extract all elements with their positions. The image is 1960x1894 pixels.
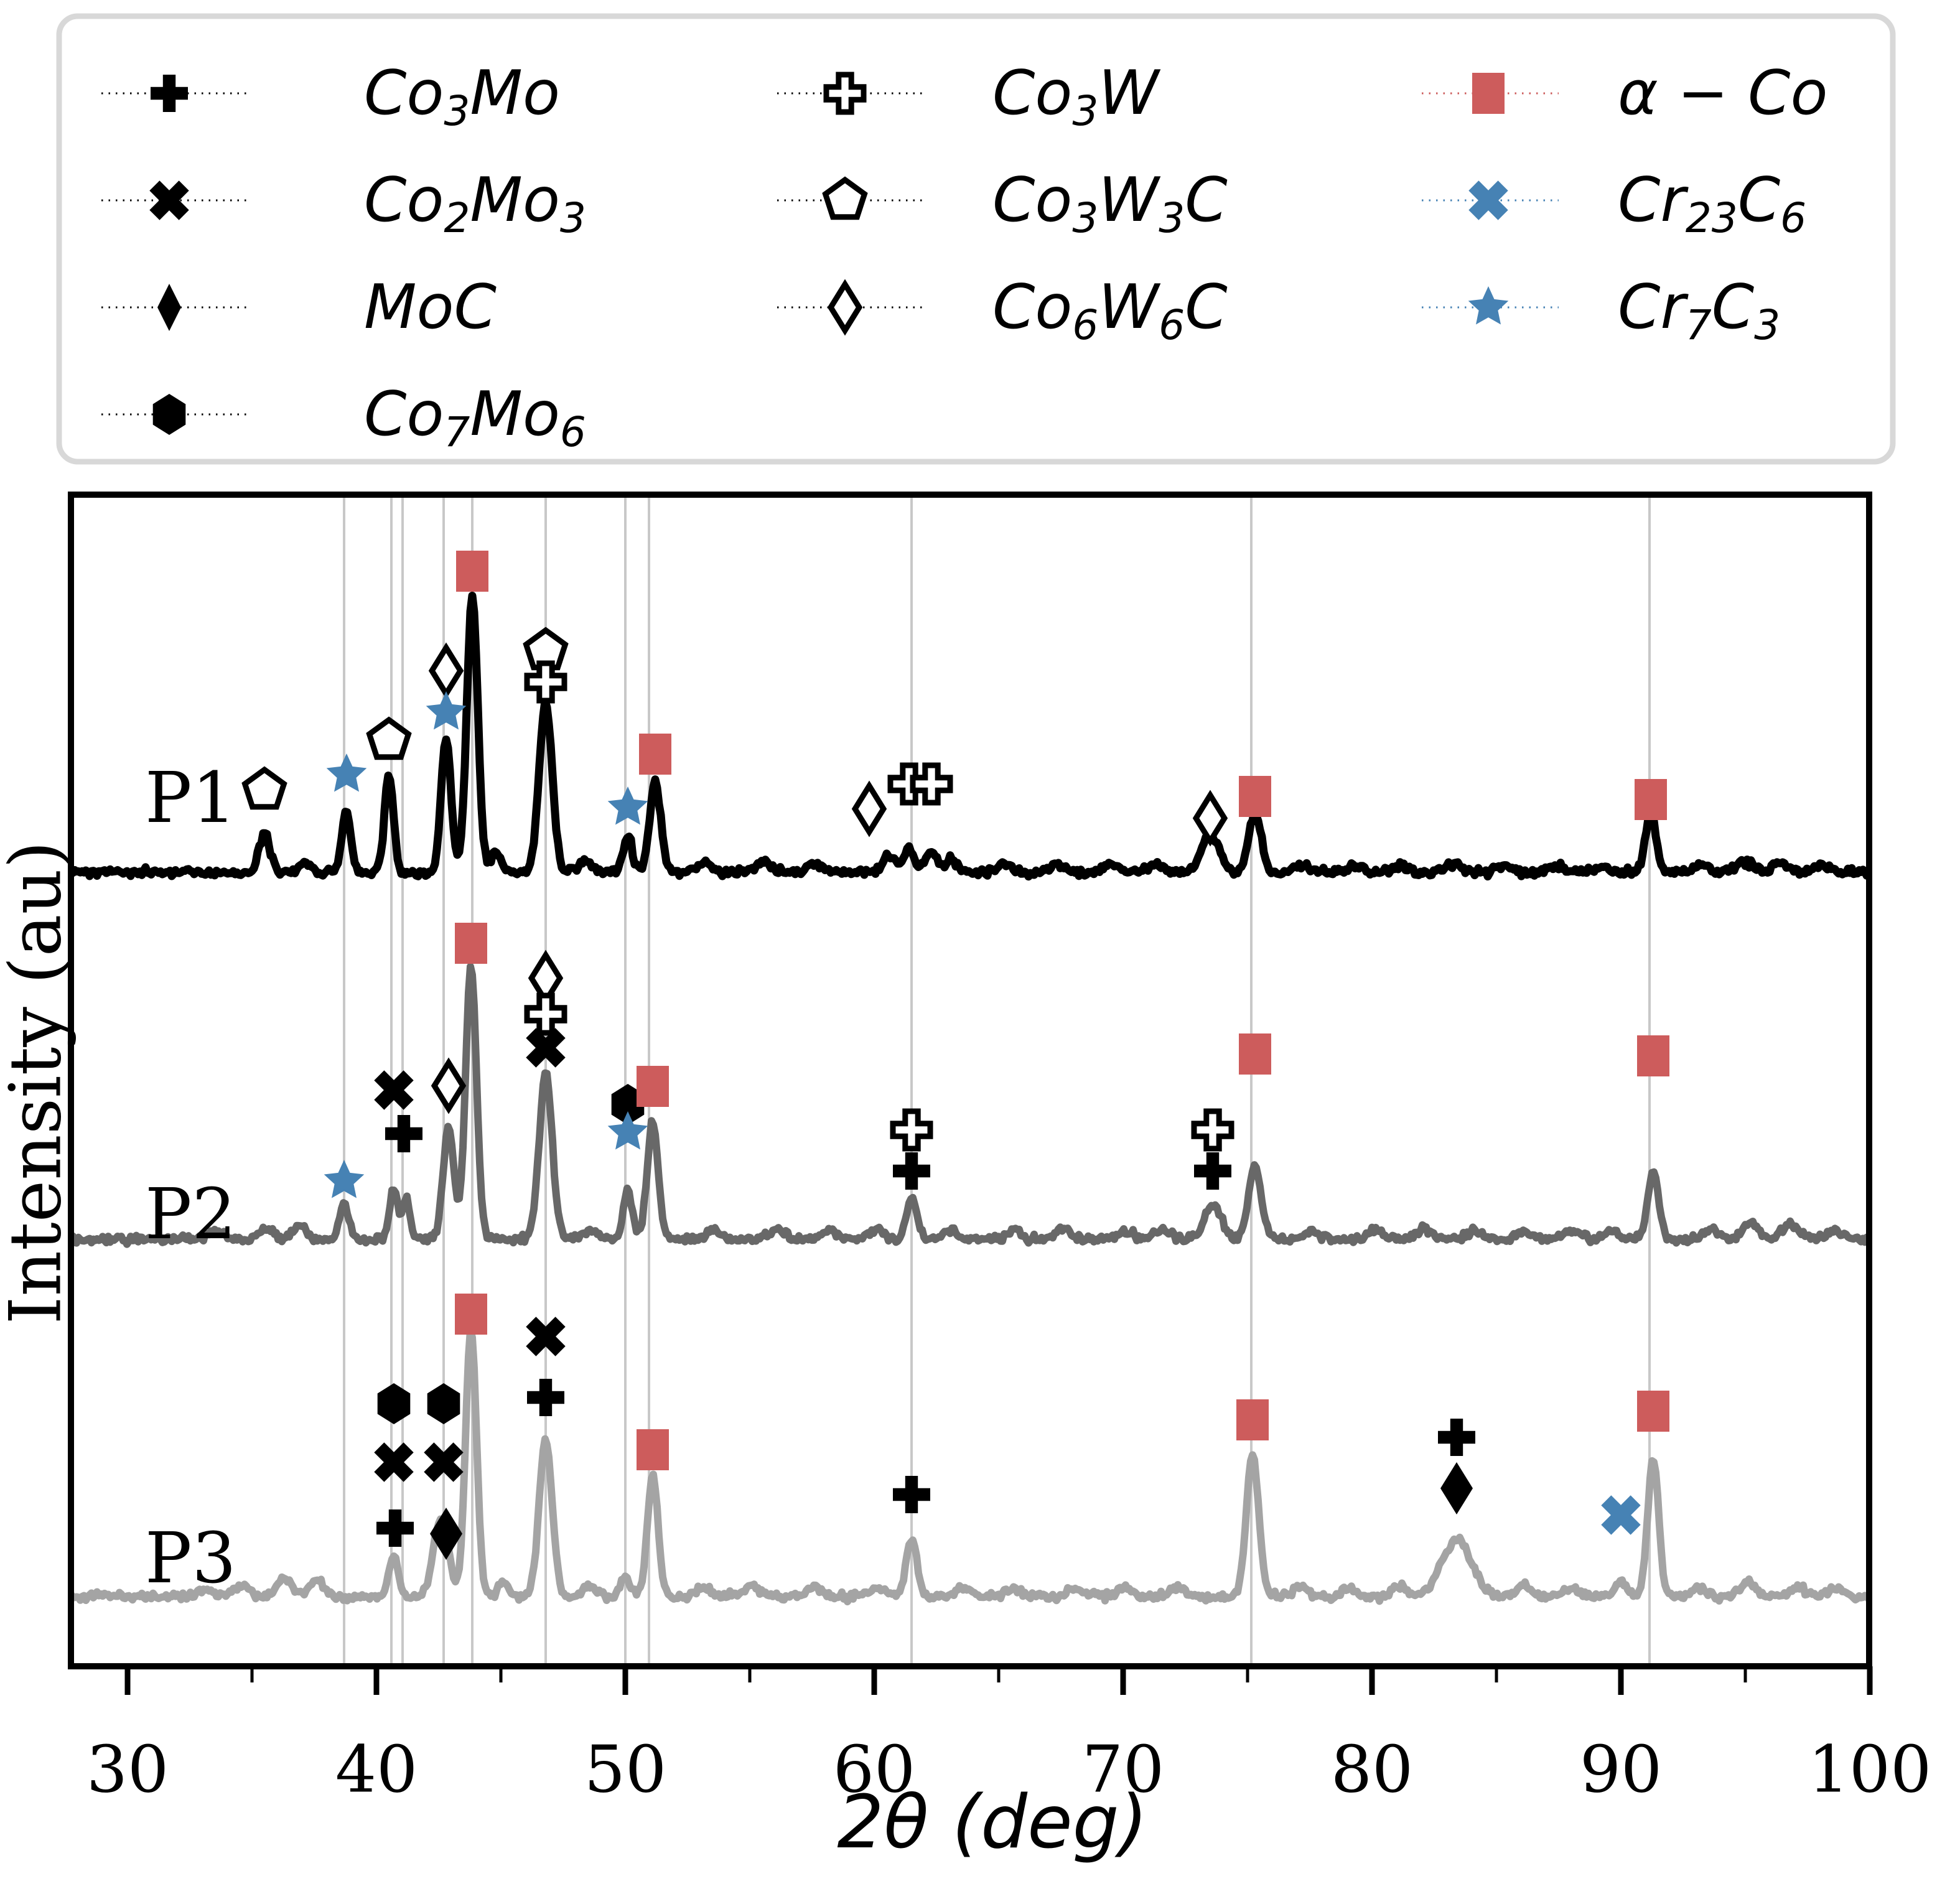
legend: Co3Mo Co2Mo3 MoC Co7Mo6 Co3W Co3W3C Co6W6C α − … (56, 13, 1896, 465)
p1-marker-diamond-open (428, 642, 464, 699)
p3-marker-x-black (374, 1442, 414, 1482)
x-tick-label-80: 80 (1331, 1732, 1413, 1808)
p2-marker-square-red (1239, 1033, 1271, 1075)
p1-marker-pentagon-open (366, 716, 412, 760)
p3-marker-diamond-black (1440, 1462, 1473, 1514)
p2-marker-plus-open (890, 1108, 933, 1152)
p2-marker-square-red (1637, 1035, 1669, 1076)
series-label-P3: P3 (145, 1518, 236, 1599)
legend-marker-pentagon-open (822, 176, 868, 220)
series-label-P1: P1 (145, 758, 236, 839)
p1-marker-square-red (639, 734, 671, 775)
legend-marker-x-blue (1468, 180, 1508, 220)
legend-label-col1-row1: Co3Mo (364, 58, 560, 135)
p2-marker-x-black (526, 1028, 566, 1068)
legend-label-col2-row3: Co6W6C (992, 272, 1228, 349)
trace-P1 (71, 591, 1869, 881)
p3-marker-square-red (455, 1294, 487, 1335)
p2-marker-plus-open (1191, 1108, 1234, 1152)
x-axis-label: 2θ (deg) (837, 1779, 1147, 1865)
p3-marker-square-red (1236, 1399, 1269, 1440)
trace-P2 (71, 963, 1869, 1248)
legend-label-col2-row1: Co3W (992, 58, 1160, 135)
legend-marker-star-blue (1468, 286, 1509, 325)
legend-label-col1-row2: Co2Mo3 (364, 165, 586, 242)
p2-marker-x-black (374, 1070, 414, 1110)
p1-marker-diamond-open (851, 780, 887, 837)
legend-label-col3-row3: Cr7C3 (1618, 272, 1780, 349)
x-tick-label-30: 30 (86, 1732, 169, 1808)
p2-marker-plus-black (1194, 1152, 1231, 1190)
p2-marker-square-red (637, 1066, 669, 1107)
x-tick-label-70: 70 (1082, 1732, 1164, 1808)
p3-marker-plus-black (893, 1476, 930, 1513)
series-label-P2: P2 (145, 1174, 236, 1255)
p1-marker-diamond-open (1192, 790, 1228, 847)
axes-frame: 30 40 50 60 70 80 90 100 (68, 492, 1932, 1808)
legend-label-col1-row4: Co7Mo6 (364, 379, 586, 456)
legend-label-col2-row2: Co3W3C (992, 165, 1228, 242)
y-axis-label: Intensity (au) (0, 841, 77, 1325)
p3-marker-square-red (1637, 1391, 1669, 1432)
p2-marker-plus-open (524, 992, 567, 1036)
p2-marker-plus-black (893, 1152, 930, 1190)
trace-P3 (71, 1326, 1869, 1606)
p1-marker-star-blue (326, 753, 367, 792)
legend-marker-plus-open (823, 72, 867, 115)
p2-marker-star-blue (607, 1111, 648, 1150)
p3-marker-x-black (526, 1317, 566, 1356)
p3-marker-x-black (424, 1442, 464, 1482)
x-tick-label-50: 50 (584, 1732, 666, 1808)
legend-label-col3-row2: Cr23C6 (1618, 165, 1806, 242)
p2-marker-plus-black (385, 1115, 422, 1152)
p1-marker-star-blue (607, 786, 648, 825)
x-tick-label-40: 40 (335, 1732, 418, 1808)
legend-marker-square-red (1472, 73, 1505, 114)
trace-layer (71, 591, 1869, 1606)
p1-marker-square-red (1635, 779, 1667, 820)
p3-marker-hexagon-black (377, 1383, 411, 1424)
p3-marker-x-blue (1601, 1495, 1641, 1535)
p3-marker-plus-black (1438, 1419, 1475, 1456)
p2-marker-star-blue (324, 1160, 365, 1198)
legend-marker-plus-black (151, 75, 188, 112)
x-tick-label-60: 60 (833, 1732, 915, 1808)
legend-marker-diamond-thin-black (157, 284, 181, 331)
marker-layer (241, 551, 1669, 1560)
p2-marker-square-red (455, 923, 487, 964)
p3-marker-plus-black (527, 1379, 564, 1416)
legend-label-col1-row3: MoC (364, 272, 497, 343)
axis-label-layer: P1 P2 P3 (145, 758, 236, 1599)
p1-marker-square-red (456, 551, 488, 592)
legend-marker-diamond-open (827, 279, 863, 336)
x-tick-label-100: 100 (1808, 1732, 1932, 1808)
p2-marker-diamond-open (431, 1057, 467, 1114)
p1-marker-square-red (1239, 776, 1271, 817)
legend-marker-x-black (149, 180, 189, 220)
legend-box (56, 13, 1896, 465)
p1-marker-pentagon-open (241, 766, 287, 810)
legend-marker-hexagon-black (152, 394, 186, 435)
p1-marker-plus-open (524, 660, 567, 704)
p1-marker-plus-open (910, 762, 953, 806)
p3-marker-hexagon-black (427, 1383, 460, 1424)
x-tick-label-90: 90 (1580, 1732, 1662, 1808)
p3-marker-diamond-black (430, 1508, 462, 1560)
legend-label-col3-row1: α − Co (1618, 58, 1827, 129)
plot-frame (68, 492, 1872, 1669)
p2-marker-hexagon-black (611, 1084, 645, 1125)
p3-marker-square-red (637, 1429, 669, 1470)
p3-marker-plus-black (376, 1509, 414, 1547)
p1-marker-star-blue (426, 691, 467, 730)
